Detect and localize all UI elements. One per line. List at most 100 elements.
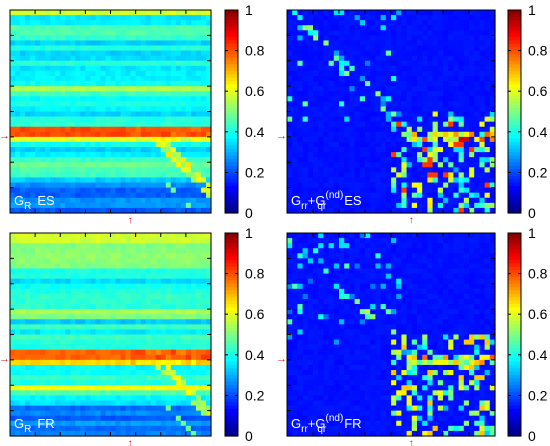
heatmap-cell [354, 157, 361, 163]
heatmap-cell [95, 60, 102, 67]
heatmap-cell [115, 207, 122, 214]
heatmap-cell [35, 243, 41, 249]
heatmap-cell [140, 319, 147, 325]
heatmap-cell [55, 15, 61, 21]
heatmap-cell [125, 20, 132, 26]
heatmap-cell [155, 121, 162, 128]
heatmap-cell [287, 207, 293, 214]
heatmap-cell [30, 65, 36, 72]
heatmap-cell [406, 86, 413, 92]
heatmap-cell [313, 20, 319, 26]
heatmap-cell [90, 131, 97, 138]
heatmap-cell [307, 121, 314, 128]
heatmap-cell [15, 324, 21, 331]
heatmap-cell [401, 177, 408, 184]
heatmap-cell [60, 420, 66, 427]
heatmap-cell [458, 60, 465, 67]
heatmap-cell [323, 162, 330, 168]
heatmap-cell [85, 10, 92, 16]
heatmap-cell [110, 349, 117, 356]
heatmap-cell [55, 370, 61, 376]
heatmap-cell [484, 55, 491, 62]
heatmap-cell [401, 35, 408, 42]
heatmap-cell [50, 172, 56, 179]
colorbar-step [508, 192, 521, 197]
heatmap-cell [140, 278, 147, 285]
heatmap-cell [110, 359, 117, 366]
heatmap-cell [70, 167, 76, 173]
heatmap-cell [15, 380, 21, 386]
heatmap-cell [385, 177, 392, 184]
heatmap-cell [115, 278, 122, 285]
heatmap-cell [85, 349, 92, 356]
heatmap-cell [195, 425, 202, 432]
heatmap-cell [150, 324, 157, 331]
heatmap-cell [453, 187, 460, 194]
heatmap-cell [406, 157, 413, 163]
heatmap-cell [200, 116, 207, 123]
heatmap-cell [15, 258, 21, 265]
heatmap-cell [484, 177, 491, 184]
heatmap-cell [375, 157, 382, 163]
heatmap-cell [55, 278, 61, 285]
heatmap-cell [65, 364, 71, 371]
heatmap-cell [55, 298, 61, 305]
heatmap-cell [15, 101, 21, 108]
heatmap-cell [165, 136, 172, 143]
heatmap-cell [95, 55, 102, 62]
heatmap-cell [328, 96, 335, 102]
heatmap-cell [375, 55, 382, 62]
heatmap-cell [385, 65, 392, 72]
heatmap-cell [200, 131, 207, 138]
heatmap-cell [140, 380, 147, 386]
heatmap-cell [180, 177, 187, 184]
heatmap-cell [469, 141, 475, 148]
heatmap-cell [135, 319, 142, 325]
heatmap-cell [10, 45, 16, 52]
heatmap-cell [125, 400, 132, 407]
heatmap-cell [115, 177, 122, 184]
heatmap-cell [437, 86, 444, 92]
heatmap-cell [307, 202, 314, 209]
heatmap-cell [105, 359, 112, 366]
heatmap-cell [140, 106, 147, 113]
heatmap-cell [40, 91, 46, 97]
heatmap-cell [115, 15, 122, 21]
heatmap-cell [422, 75, 428, 82]
heatmap-cell [80, 243, 86, 249]
heatmap-cell [60, 157, 66, 163]
heatmap-cell [484, 192, 491, 199]
heatmap-cell [205, 45, 212, 52]
heatmap-cell [474, 86, 480, 92]
heatmap-cell [155, 339, 162, 346]
heatmap-cell [100, 126, 107, 133]
heatmap-cell [344, 25, 350, 31]
heatmap-cell [10, 75, 16, 82]
heatmap-cell [333, 192, 340, 199]
heatmap-cell [40, 187, 46, 194]
heatmap-cell [349, 106, 356, 113]
heatmap-cell [50, 126, 56, 133]
heatmap-cell [396, 162, 402, 168]
heatmap-cell [380, 157, 387, 163]
heatmap-cell [130, 258, 137, 265]
heatmap-cell [85, 390, 92, 396]
heatmap-cell [200, 25, 207, 31]
heatmap-cell [115, 288, 122, 295]
heatmap-cell [15, 339, 21, 346]
heatmap-cell [205, 111, 212, 118]
heatmap-cell [135, 152, 142, 158]
heatmap-cell [130, 65, 137, 72]
heatmap-cell [90, 253, 97, 259]
colorbar: 00.20.40.60.81 [507, 2, 548, 221]
heatmap-cell [297, 101, 304, 108]
heatmap-cell [344, 187, 350, 194]
heatmap-cell [75, 425, 81, 432]
heatmap-cell [344, 177, 350, 184]
heatmap-cell [463, 86, 470, 92]
heatmap-cell [135, 157, 142, 163]
heatmap-cell [370, 207, 376, 214]
heatmap-cell [165, 293, 172, 300]
heatmap-cell [85, 304, 92, 310]
heatmap-cell [65, 35, 71, 42]
